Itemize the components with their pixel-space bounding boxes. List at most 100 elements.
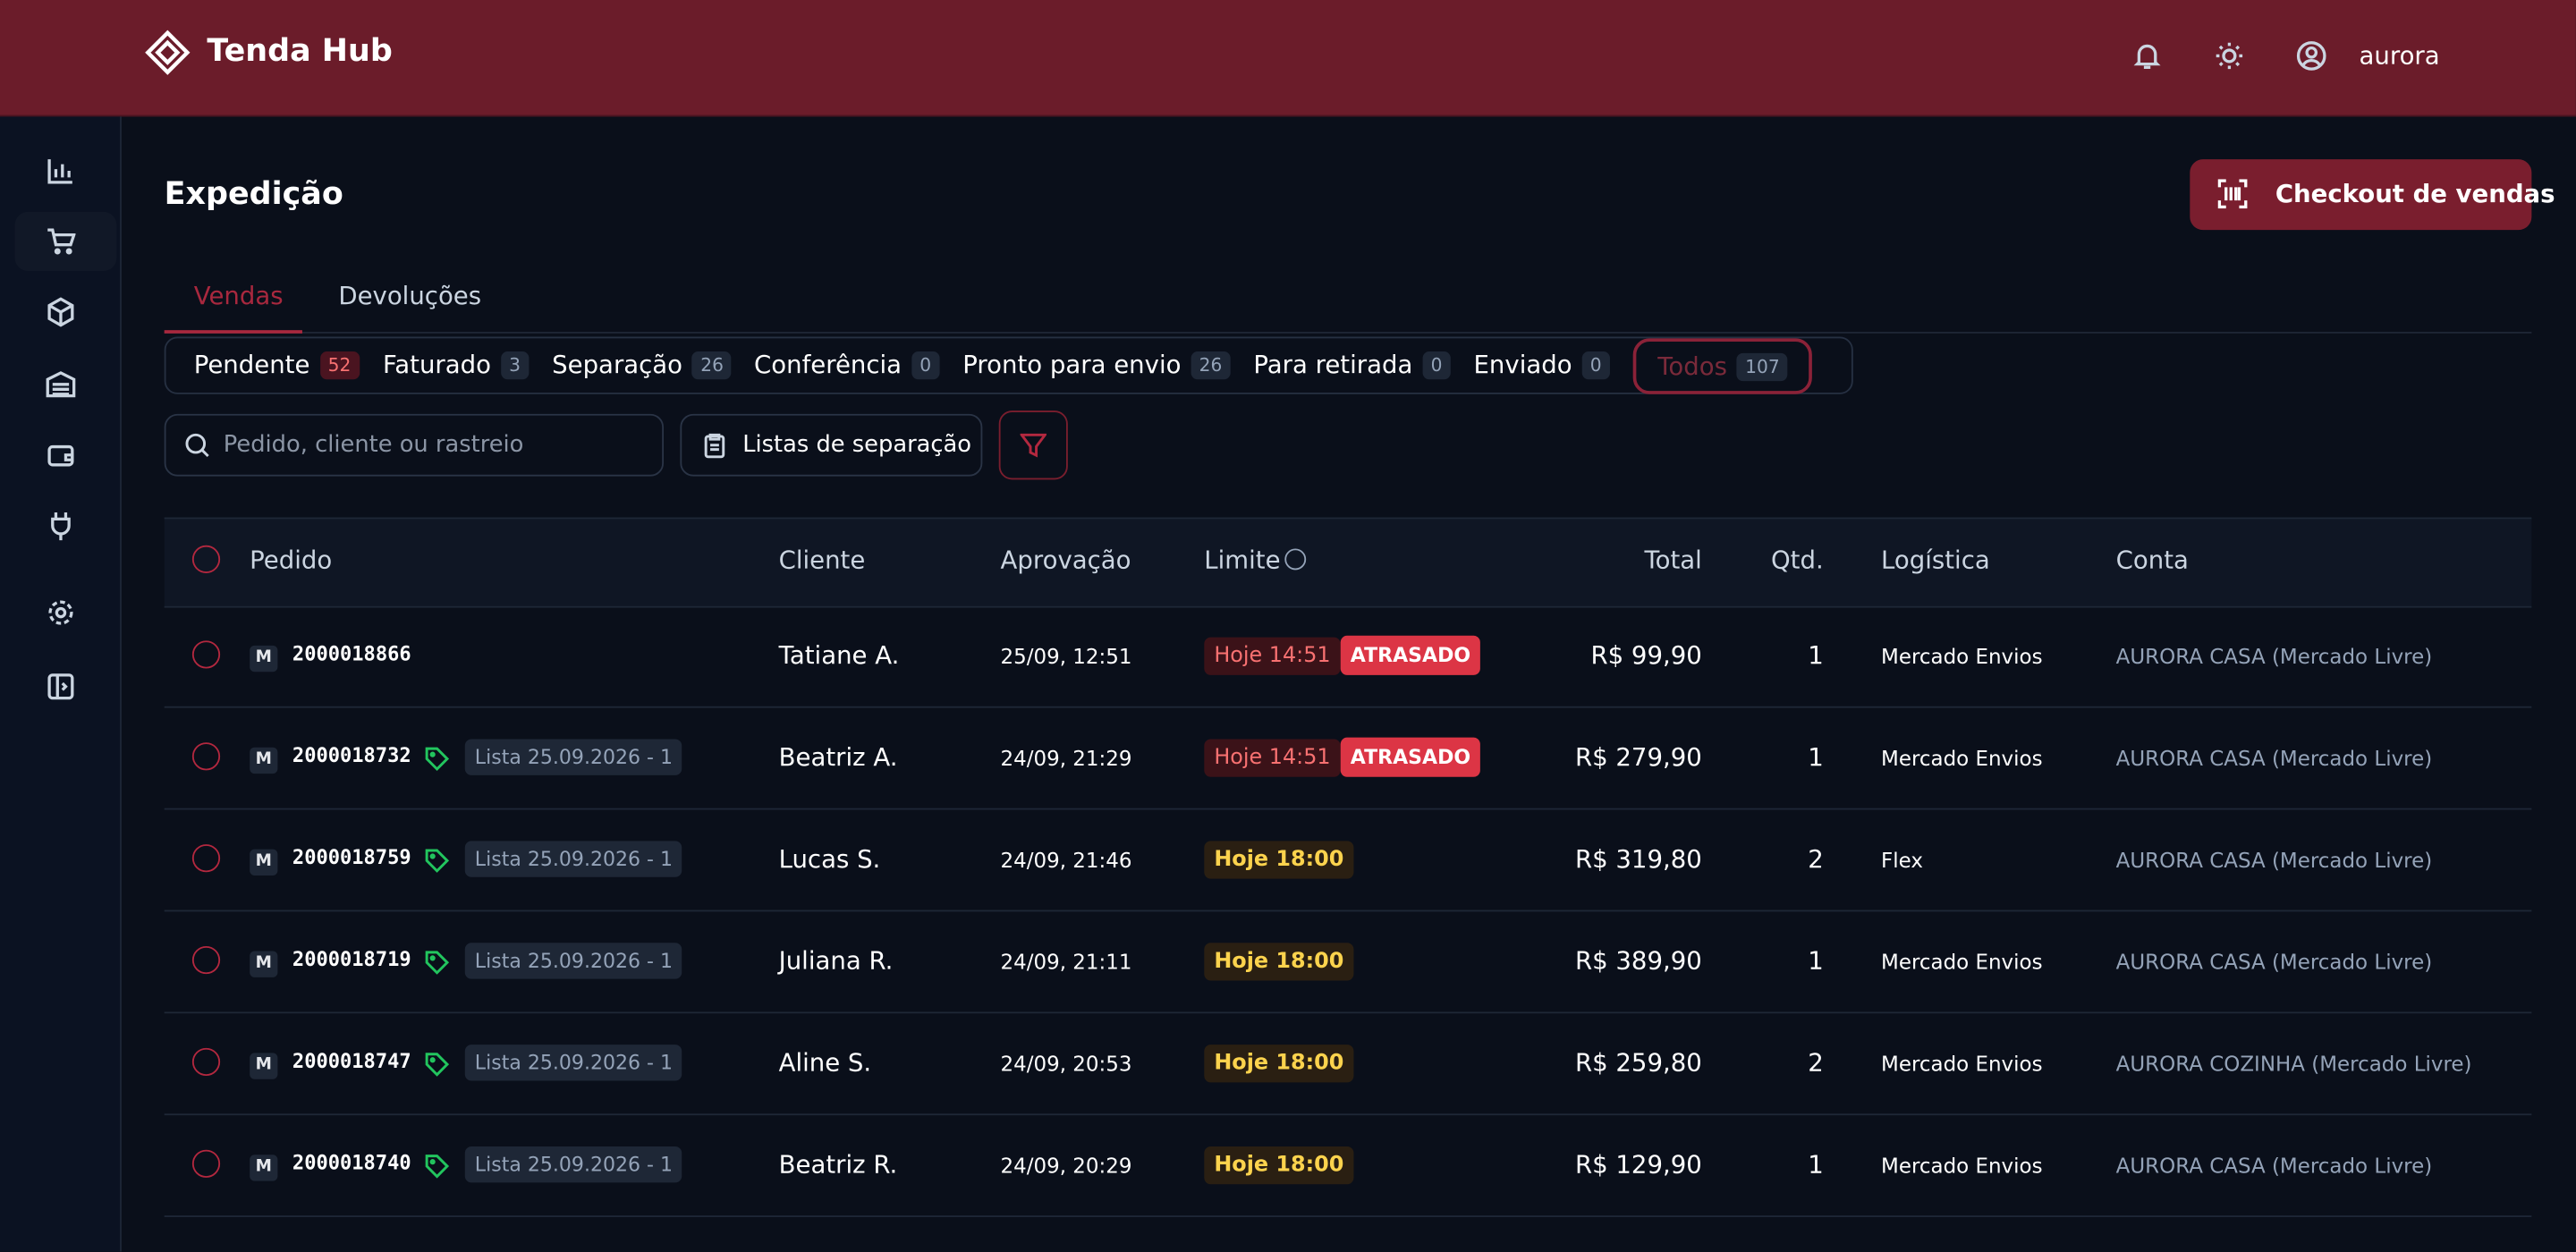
status-name: Separação (552, 350, 683, 380)
marketplace-badge: M (250, 1053, 278, 1079)
status-count: 107 (1736, 351, 1788, 381)
status-filters: Pendente 52 Faturado 3 Separação 26 Conferênci… (164, 336, 1853, 394)
table-row[interactable] (164, 1115, 2532, 1217)
client: Aline S. (778, 1047, 872, 1078)
theme-toggle[interactable] (2215, 41, 2244, 71)
limit-badge: Hoje 18:00 (1204, 943, 1354, 981)
row-checkbox[interactable] (191, 844, 221, 873)
quantity: 2 (1808, 1047, 1824, 1078)
quantity: 1 (1808, 945, 1824, 976)
status-count: 26 (692, 351, 733, 379)
barcode-icon (2217, 179, 2248, 209)
approval: 25/09, 12:51 (1000, 643, 1132, 669)
search-placeholder: Pedido, cliente ou rastreio (223, 432, 524, 459)
approval: 24/09, 20:53 (1000, 1051, 1132, 1077)
logistics: Mercado Envios (1881, 1051, 2043, 1077)
nav-integrations[interactable] (46, 511, 75, 541)
limit-badge: Hoje 14:51 (1204, 739, 1341, 777)
nav-sales[interactable] (46, 226, 76, 256)
approval: 24/09, 20:29 (1000, 1153, 1132, 1178)
account: AURORA CASA (Mercado Livre) (2115, 949, 2433, 975)
search-box[interactable]: Pedido, cliente ou rastreio (164, 413, 665, 477)
status-filter[interactable]: Faturado 3 (383, 350, 530, 379)
order-id[interactable]: 2000018719 (292, 947, 411, 971)
status-name: Pendente (193, 350, 310, 380)
table-row[interactable] (164, 606, 2532, 708)
nav-settings[interactable] (46, 598, 75, 628)
column-header: Logística (1881, 545, 1990, 575)
tab[interactable]: Vendas (193, 281, 284, 311)
limit-badge: Hoje 18:00 (1204, 841, 1354, 879)
row-checkbox[interactable] (191, 742, 221, 771)
status-name: Enviado (1473, 350, 1572, 380)
nav-reports[interactable] (46, 156, 75, 185)
lists-button[interactable]: Listas de separação (680, 413, 983, 477)
status-filter[interactable]: Pronto para envio 26 (962, 350, 1231, 380)
status-name: Pronto para envio (962, 350, 1182, 380)
limit-badge: Hoje 14:51 (1204, 637, 1341, 675)
column-header: Limite (1204, 545, 1281, 575)
table-row[interactable] (164, 1013, 2532, 1116)
account: AURORA CASA (Mercado Livre) (2115, 1153, 2433, 1178)
page-title: Expedição (164, 175, 343, 212)
row-checkbox[interactable] (191, 640, 221, 669)
order-id[interactable]: 2000018732 (292, 744, 411, 767)
row-checkbox[interactable] (191, 945, 221, 975)
order-id[interactable]: 2000018740 (292, 1151, 411, 1175)
row-checkbox[interactable] (191, 1149, 221, 1178)
total: R$ 319,80 (1574, 844, 1702, 875)
tab[interactable]: Devoluções (338, 281, 482, 311)
status-filter[interactable]: Para retirada 0 (1253, 350, 1451, 379)
total: R$ 389,90 (1574, 945, 1702, 976)
status-filter[interactable]: Pendente 52 (194, 350, 360, 379)
client: Lucas S. (778, 844, 881, 875)
approval: 24/09, 21:46 (1000, 847, 1132, 873)
checkout-button[interactable]: Checkout de vendas (2190, 159, 2555, 231)
total: R$ 99,90 (1590, 640, 1702, 671)
nav-wallet[interactable] (46, 440, 75, 470)
status-count: 52 (319, 351, 360, 379)
nav-products[interactable] (46, 297, 75, 327)
marketplace-badge: M (250, 849, 278, 876)
order-id[interactable]: 2000018747 (292, 1049, 411, 1073)
nav-collapse[interactable] (46, 672, 75, 701)
tag-icon (425, 747, 450, 772)
filter-button[interactable] (998, 410, 1068, 480)
table-row[interactable] (164, 809, 2532, 912)
logistics: Mercado Envios (1881, 1153, 2043, 1178)
select-all[interactable] (191, 545, 221, 574)
column-header: Conta (2115, 545, 2189, 575)
user-icon[interactable] (2296, 41, 2326, 71)
order-id[interactable]: 2000018866 (292, 642, 411, 665)
lists-label: Listas de separação (742, 432, 972, 459)
order-id[interactable]: 2000018759 (292, 845, 411, 869)
notifications[interactable] (2132, 41, 2162, 71)
info-icon (1284, 548, 1307, 571)
tag-icon (425, 849, 450, 873)
row-checkbox[interactable] (191, 1047, 221, 1077)
list-badge: Lista 25.09.2026 - 1 (464, 841, 683, 877)
status-filter[interactable]: Todos 107 (1632, 338, 1813, 394)
client: Beatriz R. (778, 1149, 898, 1180)
status-filter[interactable]: Enviado 0 (1474, 350, 1610, 379)
table-row[interactable] (164, 708, 2532, 810)
nav-warehouse[interactable] (46, 369, 76, 399)
list-badge: Lista 25.09.2026 - 1 (464, 1045, 683, 1081)
client: Juliana R. (778, 945, 894, 976)
column-header: Pedido (250, 545, 333, 575)
account: AURORA CASA (Mercado Livre) (2115, 745, 2433, 771)
status-filter[interactable]: Separação 26 (552, 350, 733, 380)
table-row[interactable] (164, 911, 2532, 1014)
marketplace-badge: M (250, 747, 278, 774)
status-filter[interactable]: Conferência 0 (754, 350, 940, 380)
quantity: 1 (1808, 640, 1824, 671)
account: AURORA COZINHA (Mercado Livre) (2115, 1051, 2472, 1077)
client: Beatriz A. (778, 742, 898, 773)
account: AURORA CASA (Mercado Livre) (2115, 643, 2433, 669)
status-name: Conferência (754, 350, 902, 380)
user-name[interactable]: aurora (2359, 40, 2440, 71)
status-count: 0 (1581, 351, 1610, 379)
tag-icon (425, 951, 450, 975)
quantity: 2 (1808, 844, 1824, 875)
